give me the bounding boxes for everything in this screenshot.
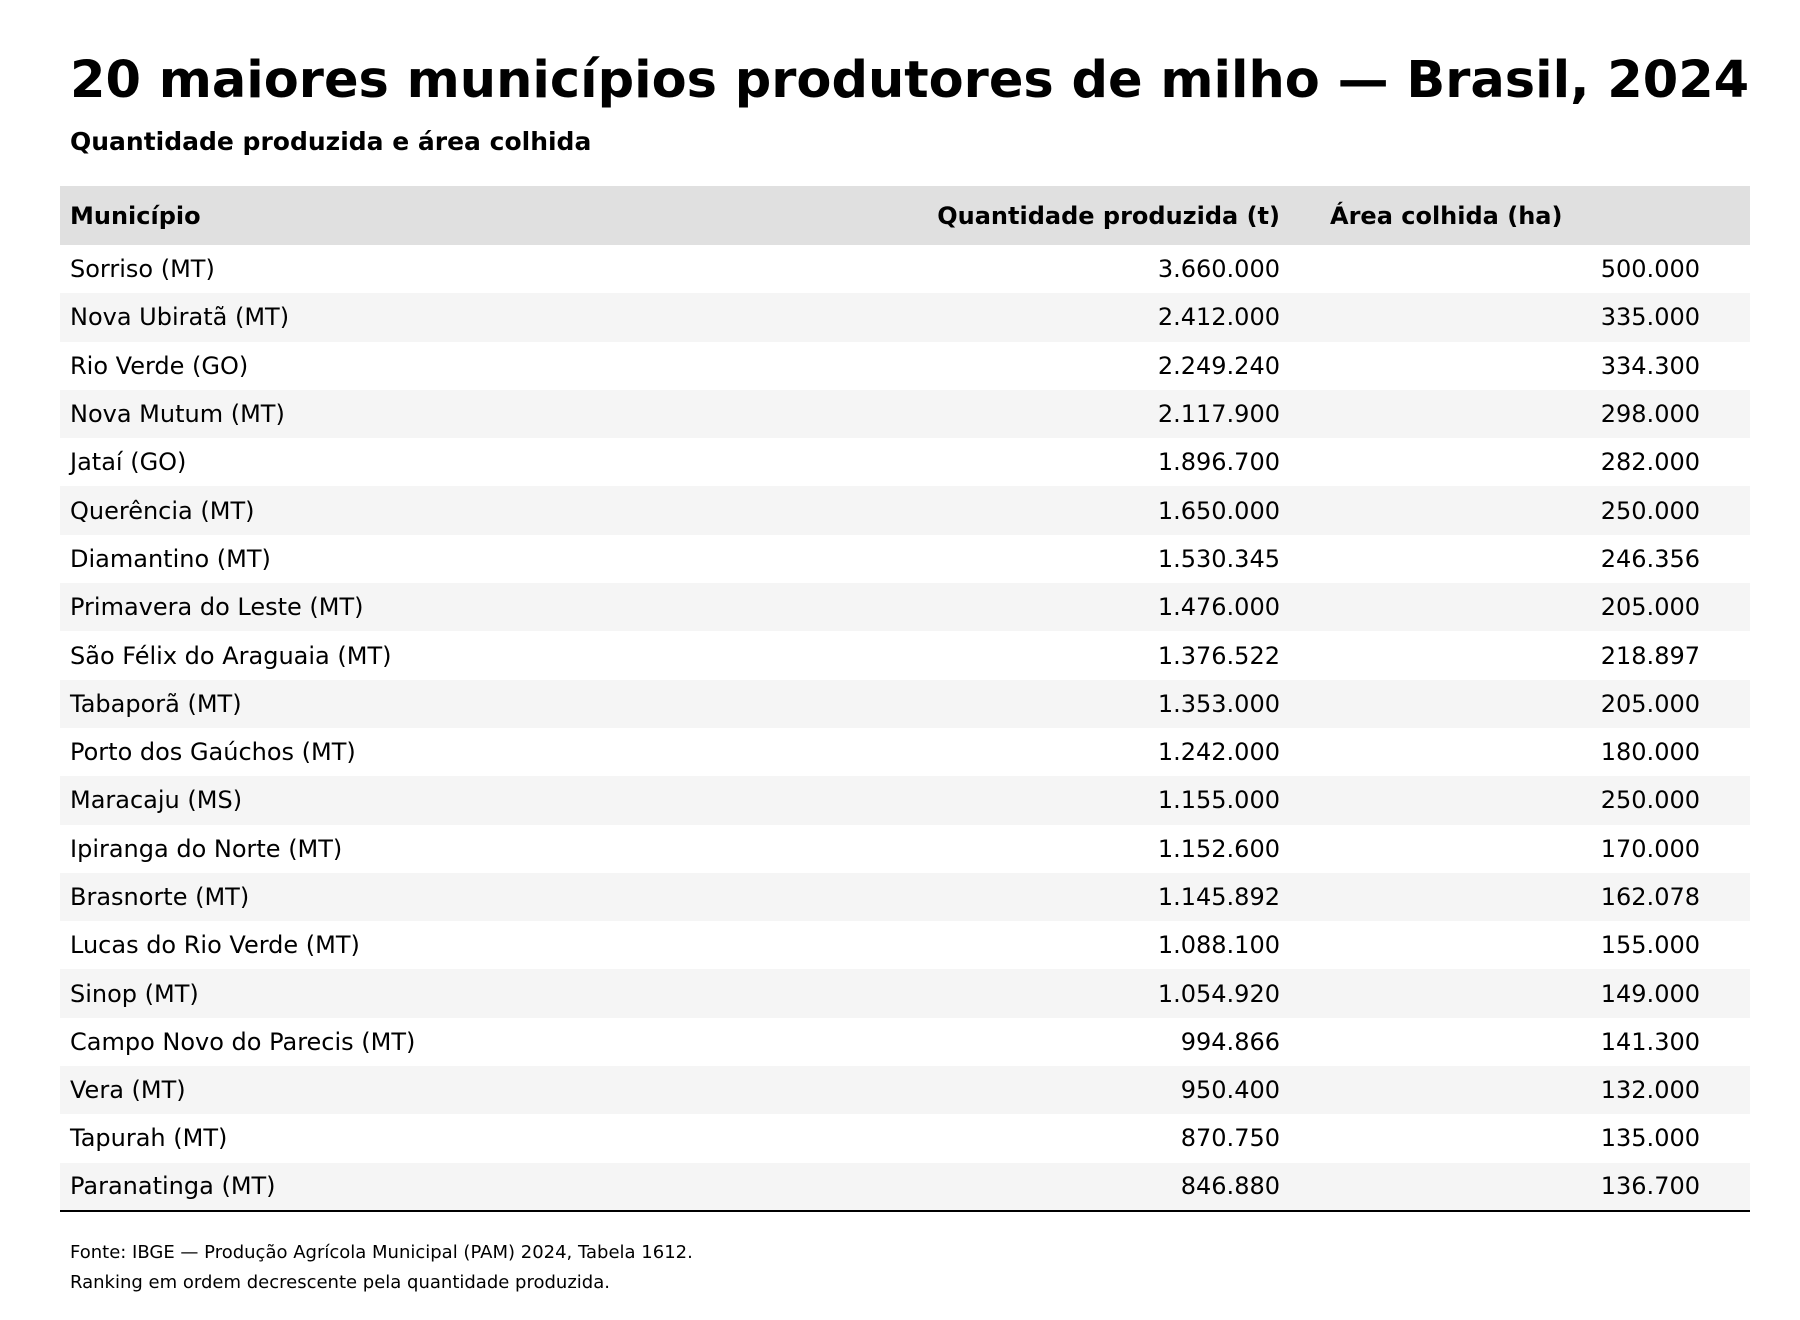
- table-row: São Félix do Araguaia (MT) 1.376.522 218.8…: [60, 631, 1750, 680]
- table-row: Tapurah (MT) 870.750 135.000: [60, 1114, 1750, 1163]
- cell-municipio: Porto dos Gaúchos (MT): [70, 738, 356, 767]
- table-row: Lucas do Rio Verde (MT) 1.088.100 155.000: [60, 921, 1750, 970]
- cell-municipio: Diamantino (MT): [70, 544, 271, 573]
- table-row: Porto dos Gaúchos (MT) 1.242.000 180.000: [60, 727, 1750, 777]
- cell-quantidade: 1.054.920: [1157, 979, 1280, 1008]
- cell-quantidade: 1.353.000: [1157, 689, 1280, 718]
- chart-title: 20 maiores municípios produtores de milh…: [70, 51, 1750, 110]
- cell-municipio: São Félix do Araguaia (MT): [70, 641, 392, 670]
- cell-area: 135.000: [1600, 1124, 1700, 1153]
- table-header-row: Município Quantidade produzida (t) Área …: [60, 186, 1750, 245]
- cell-area: 250.000: [1600, 786, 1700, 815]
- cell-quantidade: 870.750: [1180, 1124, 1280, 1153]
- cell-municipio: Tapurah (MT): [70, 1124, 228, 1153]
- table-row: Rio Verde (GO) 2.249.240 334.300: [60, 341, 1750, 390]
- cell-municipio: Brasnorte (MT): [70, 883, 250, 911]
- source-note: Fonte: IBGE — Produção Agrícola Municipa…: [70, 1242, 693, 1263]
- cell-municipio: Tabaporã (MT): [70, 689, 242, 718]
- cell-area: 141.300: [1600, 1027, 1700, 1056]
- table-row: Sinop (MT) 1.054.920 149.000: [60, 969, 1750, 1018]
- cell-municipio: Campo Novo do Parecis (MT): [70, 1027, 416, 1056]
- cell-municipio: Primavera do Leste (MT): [70, 593, 364, 622]
- cell-quantidade: 1.152.600: [1157, 834, 1280, 863]
- table-row: Tabaporã (MT) 1.353.000 205.000: [60, 679, 1750, 728]
- cell-quantidade: 1.376.522: [1157, 641, 1280, 670]
- cell-quantidade: 1.242.000: [1157, 738, 1280, 767]
- table-row: Querência (MT) 1.650.000 250.000: [60, 486, 1750, 535]
- table-row: Sorriso (MT) 3.660.000 500.000: [60, 245, 1750, 294]
- cell-municipio: Nova Ubiratã (MT): [70, 303, 290, 332]
- cell-area: 246.356: [1600, 544, 1700, 573]
- table-row: Ipiranga do Norte (MT) 1.152.600 170.000: [60, 824, 1750, 873]
- cell-area: 500.000: [1600, 255, 1700, 284]
- cell-quantidade: 1.088.100: [1157, 931, 1280, 960]
- table-row: Nova Mutum (MT) 2.117.900 298.000: [60, 389, 1750, 439]
- cell-area: 335.000: [1600, 303, 1700, 332]
- cell-area: 218.897: [1600, 641, 1700, 670]
- cell-area: 162.078: [1600, 883, 1700, 911]
- cell-municipio: Rio Verde (GO): [70, 351, 249, 380]
- cell-municipio: Paranatinga (MT): [70, 1172, 276, 1201]
- cell-quantidade: 2.117.900: [1157, 400, 1280, 429]
- cell-area: 170.000: [1600, 834, 1700, 863]
- table-row: Primavera do Leste (MT) 1.476.000 205.000: [60, 583, 1750, 632]
- cell-area: 132.000: [1600, 1076, 1700, 1105]
- cell-area: 298.000: [1600, 400, 1700, 429]
- cell-quantidade: 2.249.240: [1157, 351, 1280, 380]
- table-row: Jataí (GO) 1.896.700 282.000: [60, 438, 1750, 487]
- cell-quantidade: 2.412.000: [1157, 303, 1280, 332]
- ranking-note: Ranking em ordem decrescente pela quanti…: [70, 1272, 610, 1293]
- table-row: Paranatinga (MT) 846.880 136.700: [60, 1162, 1750, 1211]
- table-row: Campo Novo do Parecis (MT) 994.866 141.300: [60, 1017, 1750, 1067]
- cell-quantidade: 1.530.345: [1157, 544, 1280, 573]
- cell-area: 136.700: [1600, 1172, 1700, 1201]
- data-table: Município Quantidade produzida (t) Área …: [60, 186, 1750, 1212]
- cell-municipio: Ipiranga do Norte (MT): [70, 834, 343, 863]
- chart-subtitle: Quantidade produzida e área colhida: [70, 127, 592, 156]
- table-row: Maracaju (MS) 1.155.000 250.000: [60, 776, 1750, 825]
- table-row: Diamantino (MT) 1.530.345 246.356: [60, 534, 1750, 584]
- table-body: Sorriso (MT) 3.660.000 500.000 Nova Ubiratã…: [60, 245, 1750, 1211]
- column-header-municipio: Município: [70, 201, 201, 230]
- cell-area: 282.000: [1600, 448, 1700, 477]
- cell-quantidade: 1.155.000: [1157, 786, 1280, 815]
- cell-area: 250.000: [1600, 496, 1700, 525]
- footnotes: Fonte: IBGE — Produção Agrícola Municipa…: [70, 1238, 693, 1298]
- cell-municipio: Vera (MT): [70, 1076, 186, 1105]
- cell-municipio: Sorriso (MT): [70, 255, 215, 284]
- cell-area: 155.000: [1600, 931, 1700, 960]
- cell-quantidade: 1.145.892: [1157, 883, 1280, 911]
- cell-municipio: Lucas do Rio Verde (MT): [70, 931, 360, 960]
- cell-area: 334.300: [1600, 351, 1700, 380]
- cell-area: 180.000: [1600, 738, 1700, 767]
- cell-quantidade: 1.476.000: [1157, 593, 1280, 622]
- table-row: Brasnorte (MT) 1.145.892 162.078: [60, 872, 1750, 922]
- cell-area: 149.000: [1600, 979, 1700, 1008]
- table-row: Nova Ubiratã (MT) 2.412.000 335.000: [60, 293, 1750, 342]
- cell-municipio: Maracaju (MS): [70, 786, 243, 815]
- cell-quantidade: 3.660.000: [1157, 255, 1280, 284]
- cell-quantidade: 846.880: [1180, 1172, 1280, 1201]
- cell-quantidade: 950.400: [1180, 1076, 1280, 1105]
- cell-municipio: Nova Mutum (MT): [70, 400, 285, 429]
- cell-municipio: Querência (MT): [70, 496, 255, 525]
- cell-municipio: Sinop (MT): [70, 979, 199, 1008]
- table-row: Vera (MT) 950.400 132.000: [60, 1066, 1750, 1115]
- column-header-area: Área colhida (ha): [1330, 201, 1563, 230]
- cell-quantidade: 1.896.700: [1157, 448, 1280, 477]
- cell-area: 205.000: [1600, 689, 1700, 718]
- column-header-quantidade: Quantidade produzida (t): [937, 201, 1280, 230]
- cell-area: 205.000: [1600, 593, 1700, 622]
- cell-quantidade: 994.866: [1180, 1027, 1280, 1056]
- cell-quantidade: 1.650.000: [1157, 496, 1280, 525]
- cell-municipio: Jataí (GO): [70, 448, 187, 477]
